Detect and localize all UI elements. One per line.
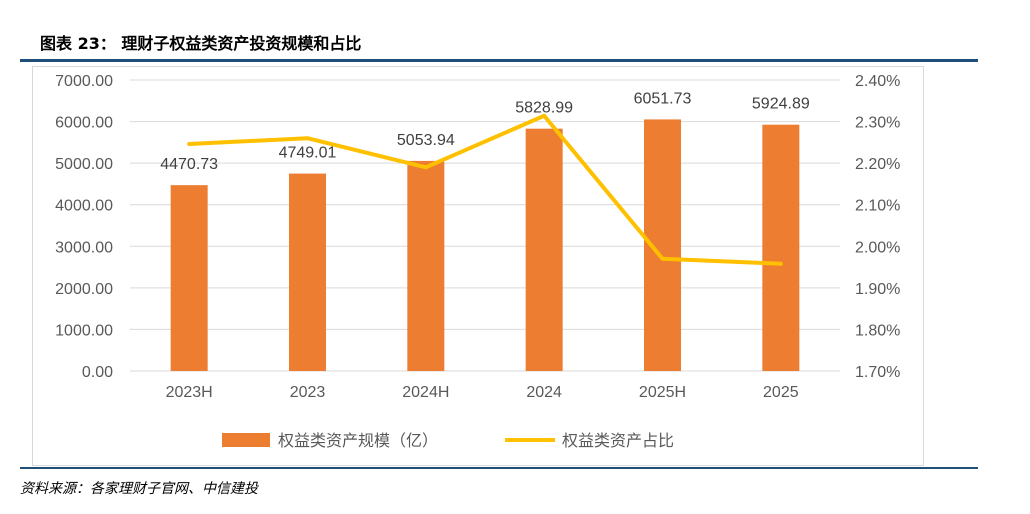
y2-tick-label: 2.20% [855, 156, 900, 173]
y2-tick-label: 2.40% [855, 73, 900, 90]
bar-data-label: 5828.99 [515, 100, 573, 117]
line-point [778, 261, 783, 266]
y2-tick-label: 1.80% [855, 322, 900, 339]
line-point [305, 136, 310, 141]
y2-tick-label: 2.10% [855, 198, 900, 215]
bar-data-label: 4749.01 [279, 145, 337, 162]
line-series-ratio [189, 113, 781, 266]
legend-bar-swatch [222, 433, 270, 447]
y-tick-label: 3000.00 [55, 239, 113, 256]
legend-bar-label: 权益类资产规模（亿） [278, 432, 438, 450]
x-tick-label: 2025H [639, 384, 686, 401]
bar-data-label: 5053.94 [397, 132, 455, 149]
y2-tick-label: 2.30% [855, 115, 900, 132]
x-tick-label: 2023 [290, 384, 326, 401]
x-tick-label: 2024 [526, 384, 562, 401]
y2-tick-label: 2.00% [855, 239, 900, 256]
line-point [660, 256, 665, 261]
x-tick-label: 2024H [402, 384, 449, 401]
y-tick-label: 0.00 [82, 364, 113, 381]
bar-2023H [170, 185, 208, 371]
bar-2024 [525, 128, 563, 371]
bar-2025 [762, 124, 800, 372]
y-tick-label: 5000.00 [55, 156, 113, 173]
figure-title: 图表 23： 理财子权益类资产投资规模和占比 [40, 34, 362, 53]
y-tick-label: 1000.00 [55, 322, 113, 339]
bar-2024H [407, 160, 445, 371]
x-tick-label: 2025 [763, 384, 799, 401]
y-tick-label: 4000.00 [55, 198, 113, 215]
y2-tick-label: 1.90% [855, 281, 900, 298]
source-divider [20, 467, 978, 469]
x-tick-label: 2023H [166, 384, 213, 401]
legend-line-label: 权益类资产占比 [562, 432, 674, 450]
line-point [187, 142, 192, 147]
line-point [423, 165, 428, 170]
bar-data-label: 4470.73 [160, 156, 218, 173]
y-tick-label: 6000.00 [55, 115, 113, 132]
title-divider [20, 59, 978, 62]
bar-2023 [289, 173, 326, 371]
y2-tick-label: 1.70% [855, 364, 900, 381]
bar-data-label: 5924.89 [752, 96, 810, 113]
chart-frame [32, 66, 924, 466]
line-point [542, 113, 547, 118]
source-note: 资料来源：各家理财子官网、中信建投 [20, 481, 258, 497]
y-tick-label: 7000.00 [55, 73, 113, 90]
y-tick-label: 2000.00 [55, 281, 113, 298]
bar-data-label: 6051.73 [634, 90, 692, 107]
